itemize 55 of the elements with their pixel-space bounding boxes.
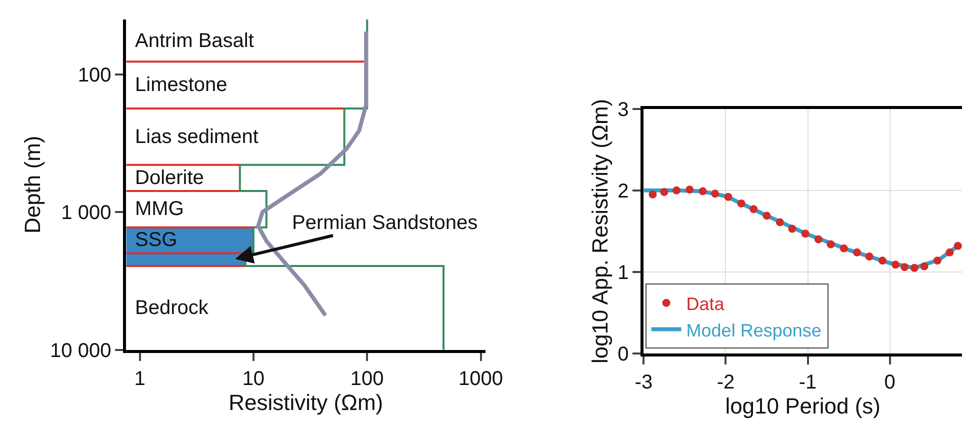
- y-tick-label: 1 000: [61, 202, 112, 224]
- x-axis-title: log10 Period (s): [725, 394, 881, 419]
- point: [801, 230, 810, 238]
- annotation: MMG: [135, 198, 184, 220]
- point: [724, 192, 732, 201]
- point: [946, 248, 954, 256]
- point: [892, 260, 900, 269]
- point: [878, 256, 886, 265]
- point: [814, 235, 822, 244]
- point: [776, 218, 784, 226]
- legend-label: Data: [686, 294, 726, 314]
- x-tick-label: 10: [242, 368, 265, 390]
- band-label: SSG: [135, 229, 178, 251]
- annotation: Dolerite: [135, 167, 204, 189]
- x-tick-label: 1000: [458, 368, 504, 390]
- point: [865, 252, 874, 260]
- annotation: Lias sediment: [135, 126, 259, 148]
- annotation: Antrim Basalt: [135, 30, 254, 52]
- point: [672, 186, 681, 194]
- point: [698, 187, 707, 196]
- point: [840, 244, 848, 252]
- y-axis-title: Depth (m): [20, 136, 45, 234]
- y-tick-label: 100: [78, 64, 112, 86]
- point: [910, 264, 918, 272]
- annotation: Bedrock: [135, 297, 210, 319]
- point: [788, 224, 796, 233]
- y-tick-label: 10 000: [50, 340, 112, 362]
- point: [853, 248, 861, 256]
- x-axis-title: Resistivity (Ωm): [228, 390, 384, 415]
- x-tick-label: -1: [798, 372, 817, 394]
- y-tick-label: 2: [618, 180, 629, 202]
- point: [686, 186, 694, 194]
- point: [900, 263, 909, 272]
- point: [711, 190, 720, 198]
- point: [648, 190, 657, 198]
- y-tick-label: 3: [618, 98, 629, 121]
- x-tick-label: -3: [634, 372, 653, 394]
- point: [933, 256, 942, 265]
- point: [954, 242, 962, 250]
- y-tick-label: 0: [618, 344, 629, 366]
- y-tick-label: 1: [618, 262, 629, 284]
- point: [737, 199, 746, 208]
- x-tick-label: 0: [884, 372, 896, 394]
- annotation: Limestone: [135, 74, 228, 96]
- x-tick-label: 100: [350, 368, 384, 390]
- x-tick-label: 1: [134, 368, 146, 390]
- x-tick-label: -2: [716, 372, 735, 394]
- annotation: Permian Sandstones: [292, 212, 478, 234]
- point: [920, 262, 928, 270]
- y-axis-title: log10 App. Resistivity (Ωm): [587, 98, 612, 364]
- point: [660, 188, 668, 196]
- point: [750, 205, 758, 214]
- legend-label: Model Response: [686, 320, 822, 340]
- point: [826, 240, 835, 248]
- point: [762, 212, 771, 220]
